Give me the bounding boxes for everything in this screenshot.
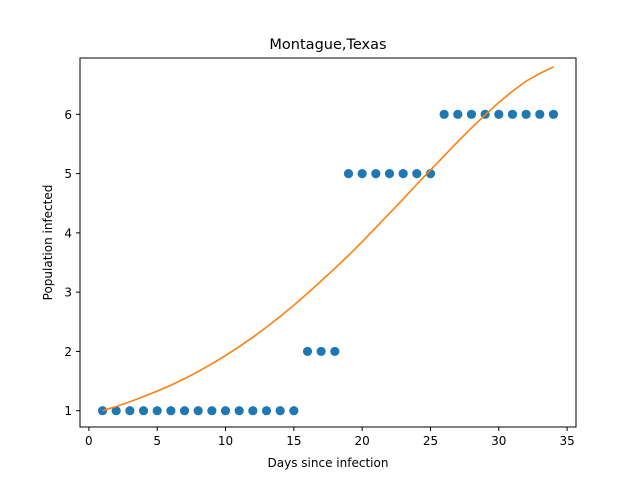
data-point [152, 406, 162, 416]
fit-curve [102, 66, 554, 412]
data-point [494, 109, 504, 119]
data-point [357, 168, 367, 179]
x-tick-label: 20 [355, 434, 370, 448]
chart-title: Montague,Texas [269, 37, 386, 53]
y-tick-label: 4 [64, 226, 72, 240]
data-point [302, 346, 313, 357]
y-tick-label: 3 [64, 286, 72, 300]
x-tick-label: 0 [85, 434, 93, 448]
data-point [535, 109, 545, 119]
data-point [398, 168, 408, 179]
data-point [371, 168, 381, 179]
data-point [548, 109, 559, 119]
plot-area [97, 66, 559, 416]
y-axis: 1 2 3 4 5 6 [64, 108, 80, 418]
x-axis-label: Days since infection [268, 456, 389, 470]
y-tick-label: 1 [64, 404, 72, 418]
data-point [289, 406, 299, 416]
data-point [507, 109, 518, 119]
data-point [343, 168, 354, 179]
data-point [248, 406, 258, 416]
data-point [316, 346, 326, 357]
data-point [466, 109, 477, 119]
x-tick-label: 35 [559, 434, 574, 448]
data-point [275, 406, 285, 416]
axes-frame [79, 57, 577, 428]
data-point [179, 406, 190, 416]
data-point [261, 406, 272, 416]
y-tick-label: 2 [64, 345, 72, 359]
data-point [453, 109, 463, 119]
data-point [234, 406, 244, 416]
data-point [384, 168, 395, 179]
data-point [166, 406, 176, 416]
data-point [521, 109, 531, 119]
y-tick-label: 6 [64, 108, 72, 122]
x-tick-label: 25 [423, 434, 438, 448]
data-point [330, 346, 340, 357]
x-tick-label: 30 [491, 434, 506, 448]
x-axis: 0 5 10 15 20 25 30 35 [85, 427, 575, 448]
data-point [439, 109, 449, 119]
data-point [220, 406, 231, 416]
data-point [138, 406, 149, 416]
x-tick-label: 5 [153, 434, 161, 448]
y-axis-label: Population infected [41, 185, 55, 301]
data-point [207, 406, 217, 416]
data-point [111, 406, 121, 416]
x-tick-label: 10 [218, 434, 233, 448]
y-tick-label: 5 [64, 167, 72, 181]
data-point [125, 406, 135, 416]
data-point [193, 406, 203, 416]
data-point [412, 168, 422, 179]
x-tick-label: 15 [286, 434, 301, 448]
data-point [97, 406, 108, 416]
